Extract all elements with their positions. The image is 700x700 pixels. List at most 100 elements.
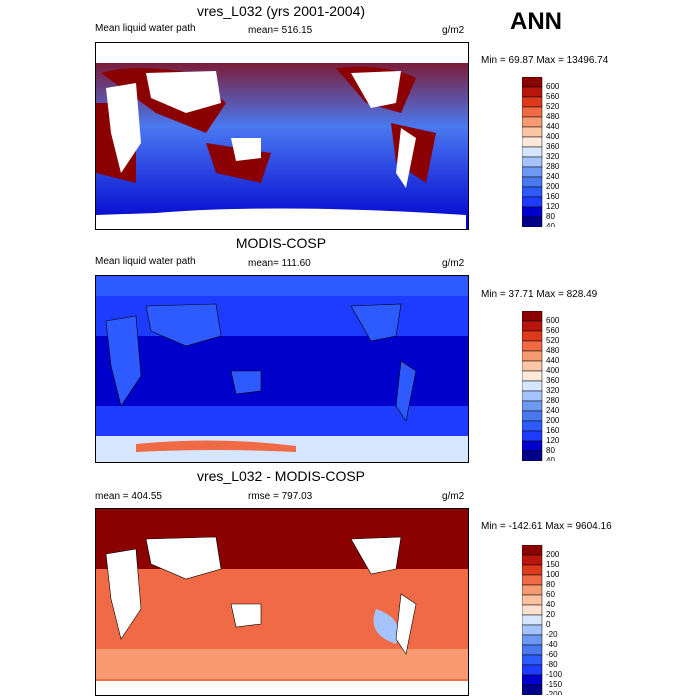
panel3-minmax: Min = -142.61 Max = 9604.16 [481,521,612,532]
panel3-colorbar-bin [522,674,543,686]
panel2-colorbar-tick-label: 400 [546,366,560,375]
panel1-colorbar-bin [522,136,543,148]
panel3-colorbar-bin [522,545,543,556]
panel1-land-samerica [396,128,416,188]
panel2-colorbar-tick-label: 200 [546,416,560,425]
panel1-colorbar-tick-label: 160 [546,192,560,201]
panel1-colorbar-bin [522,216,543,227]
panel1-arctic [96,43,468,63]
panel1-colorbar-tick-label: 200 [546,182,560,191]
panel3-colorbar-tick-label: -40 [546,640,558,649]
panel3-colorbar-tick-label: 100 [546,570,560,579]
panel3-colorbar-tick-label: 200 [546,550,560,559]
panel3-colorbar-tick-label: 80 [546,580,555,589]
panel1-colorbar-bin [522,176,543,188]
panel2-colorbar-tick-label: 120 [546,436,560,445]
panel1-colorbar-tick-label: 120 [546,202,560,211]
panel1-colorbar-svg: 6005605204804404003603202802402001601208… [522,77,560,227]
panel3-colorbar-bin [522,594,543,606]
panel3-land-namerica [350,536,402,575]
panel1-colorbar-tick-label: 480 [546,112,560,121]
panel3-south-band [96,649,468,679]
panel3-antarctica [96,681,468,695]
panel3-colorbar-tick-label: 60 [546,590,555,599]
panel2-land-africa [105,315,142,407]
panel2-minmax: Min = 37.71 Max = 828.49 [481,289,598,300]
panel3-map-svg [96,509,468,695]
panel2-colorbar-bin [522,370,543,382]
panel1-variable: Mean liquid water path [95,23,196,34]
panel1-colorbar-tick-label: 560 [546,92,560,101]
panel3-land-australia [230,603,262,628]
panel1-land-namerica [351,71,401,108]
panel2-colorbar-bin [522,400,543,412]
panel2-colorbar-bin [522,410,543,422]
panel2-colorbar-bin [522,380,543,392]
panel1-colorbar-bin [522,106,543,118]
panel2-colorbar: 600 560 520 480 440 400 360 320 280 240 200 160 120 8… [522,311,582,461]
panel1-mean: mean= 516.15 [248,25,313,36]
panel2-mean: mean= 111.60 [248,258,311,269]
panel3-colorbar-bin [522,574,543,586]
panel2-map [95,275,469,463]
panel3-colorbar-tick-label: 40 [546,600,555,609]
panel2-colorbar-tick-label: 480 [546,346,560,355]
panel2-colorbar-tick-label: 40 [546,456,555,461]
panel1-colorbar-bin [522,206,543,218]
panel3-colorbar-bin [522,624,543,636]
panel3-colorbar-tick-label: -200 [546,690,563,695]
panel2-land-eurasia [145,303,222,347]
panel3-colorbar-svg: 200150100806040200-20-40-60-80-100-150-2… [522,545,563,695]
panel3-colorbar-bin [522,654,543,666]
panel1-colorbar-tick-label: 280 [546,162,560,171]
panel3-colorbar-tick-label: 0 [546,620,551,629]
panel1-colorbar-bin [522,86,543,98]
panel2-title: MODIS-COSP [235,235,327,251]
panel1-colorbar-tick-label: 80 [546,212,555,221]
panel3-colorbar-bin [522,604,543,616]
panel3-colorbar-bin [522,614,543,626]
panel1-units: g/m2 [442,25,465,36]
panel1-colorbar-bin [522,196,543,208]
panel2-colorbar-bin [522,311,543,322]
panel2-antarctic-red [136,440,296,452]
panel2-colorbar-bin [522,420,543,432]
panel1-colorbar-bin [522,166,543,178]
season-label: ANN [510,8,562,35]
panel1-colorbar-bin [522,156,543,168]
panel1-colorbar-tick-label: 360 [546,142,560,151]
panel1-colorbar: 600 560 520 480 440 400 360 320 280 240 200 160 120 8… [522,77,582,227]
panel2-colorbar-tick-label: 240 [546,406,560,415]
panel2-variable: Mean liquid water path [95,256,196,267]
panel2-colorbar-bin [522,430,543,442]
panel2-colorbar-tick-label: 520 [546,336,560,345]
panel1-land-australia [231,138,261,161]
panel2-units: g/m2 [442,258,465,269]
panel2-colorbar-bin [522,330,543,342]
panel1-map [95,42,469,230]
panel3-colorbar-tick-label: 150 [546,560,560,569]
panel2-colorbar-tick-label: 600 [546,316,560,325]
panel2-colorbar-bin [522,450,543,461]
panel3-colorbar-bin [522,554,543,566]
panel3-colorbar-bin [522,644,543,656]
panel2-map-svg [96,276,468,462]
panel2-colorbar-tick-label: 320 [546,386,560,395]
panel3-title: vres_L032 - MODIS-COSP [196,468,366,484]
panel2-colorbar-bin [522,350,543,362]
panel2-colorbar-svg: 6005605204804404003603202802402001601208… [522,311,560,461]
panel1-colorbar-tick-label: 440 [546,122,560,131]
panel3-map [95,508,469,696]
panel2-colorbar-tick-label: 80 [546,446,555,455]
panel1-colorbar-bin [522,116,543,128]
panel1-title: vres_L032 (yrs 2001-2004) [196,3,366,19]
panel1-colorbar-tick-label: 600 [546,82,560,91]
panel1-land-africa [106,83,141,173]
panel1-colorbar-bin [522,77,543,88]
panel2-colorbar-tick-label: 560 [546,326,560,335]
panel3-land-eurasia [145,536,222,580]
panel2-colorbar-bin [522,320,543,332]
panel1-land-antarctica [96,208,466,229]
panel3-colorbar: 200 150 100 80 60 40 20 0 -20 -40 -60 -80 -100 -150 -2… [522,545,582,695]
panel1-colorbar-bin [522,186,543,198]
